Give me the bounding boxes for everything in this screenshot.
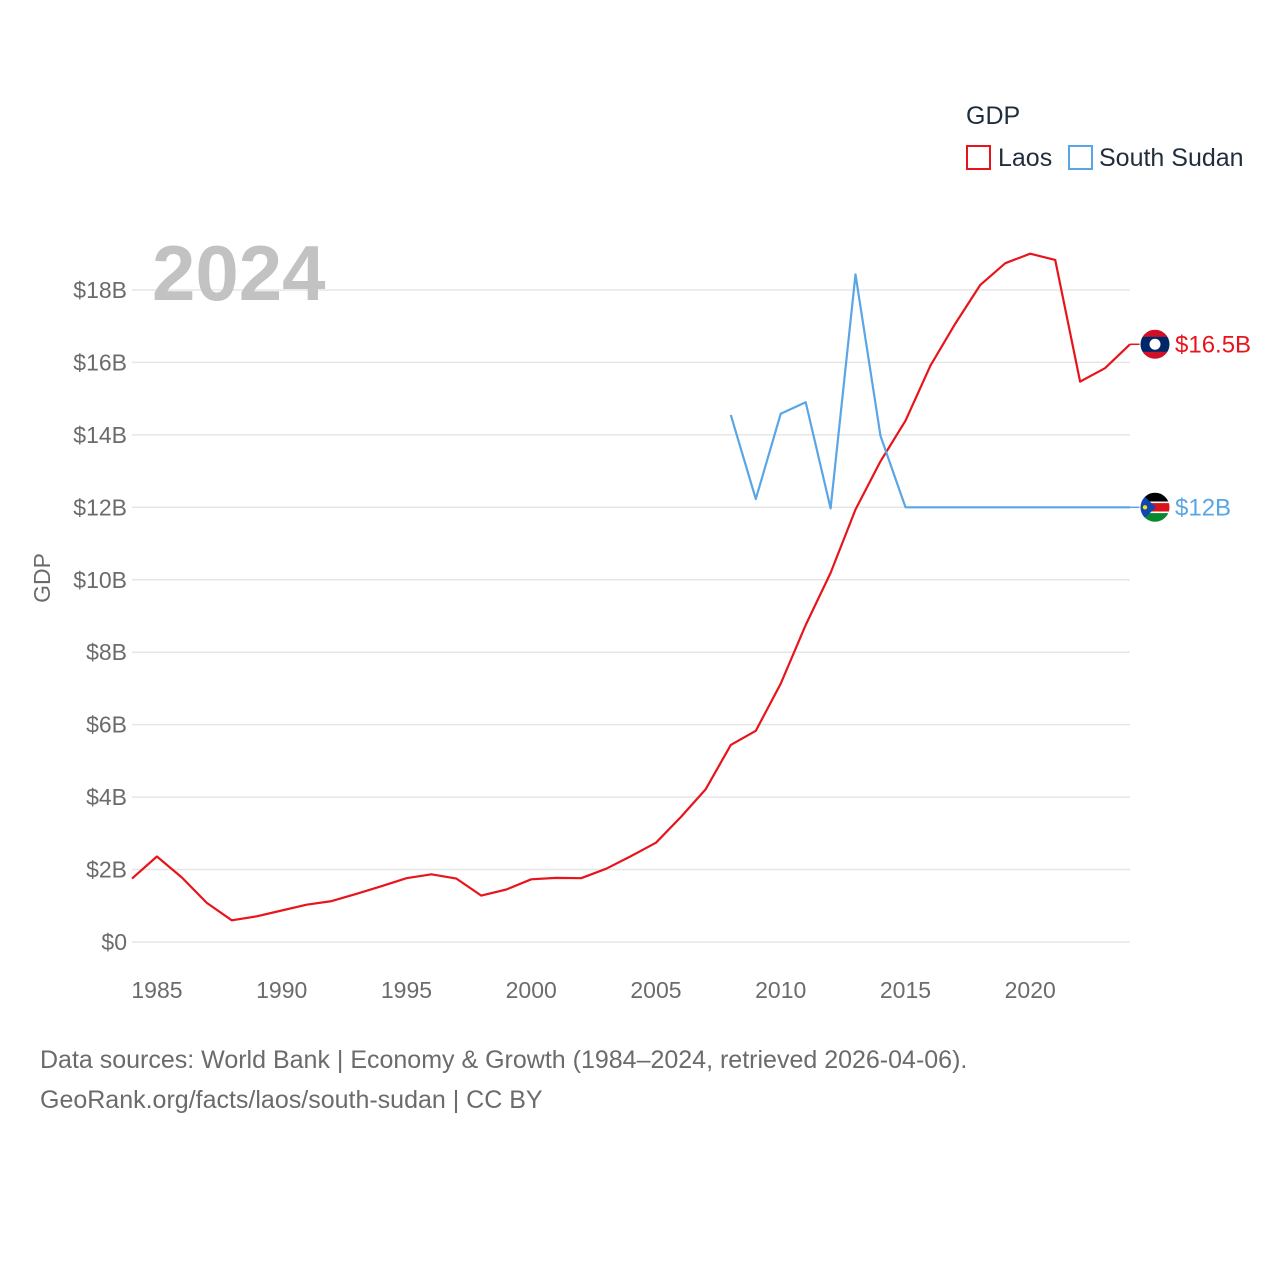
legend-swatch-south-sudan [1068,145,1093,170]
x-tick-label: 1990 [256,977,307,1003]
legend-label-laos: Laos [998,144,1052,172]
legend-swatch-laos [966,145,991,170]
legend-label-south-sudan: South Sudan [1099,144,1244,172]
x-tick-label: 2005 [630,977,681,1003]
end-value-label-laos: $16.5B [1175,331,1251,358]
footer-sources: Data sources: World Bank | Economy & Gro… [40,1046,968,1074]
y-tick-label: $6B [86,712,127,738]
legend: GDP Laos South Sudan [966,102,1244,172]
x-tick-label: 1985 [131,977,182,1003]
grid-lines [132,289,1130,943]
x-tick-label: 1995 [381,977,432,1003]
legend-title: GDP [966,102,1020,130]
gdp-line-chart: $0$2B$4B$6B$8B$10B$12B$14B$16B$18B 1985 1… [29,102,1251,1003]
y-tick-label: $8B [86,639,127,665]
x-tick-label: 2010 [755,977,806,1003]
y-tick-label: $0 [101,929,127,955]
y-tick-label: $16B [73,349,127,375]
legend-item-laos[interactable]: Laos [966,144,1052,172]
x-axis-ticks: 1985 1990 1995 2000 2005 2010 2015 2020 [131,977,1055,1003]
year-label: 2024 [152,229,326,317]
legend-item-south-sudan[interactable]: South Sudan [1068,144,1244,172]
y-tick-label: $10B [73,567,127,593]
y-tick-label: $18B [73,277,127,303]
series-line-laos[interactable] [131,252,1131,922]
series-line-south-sudan[interactable] [729,273,1130,510]
y-tick-label: $4B [86,784,127,810]
series-lines [131,252,1131,922]
end-markers: $16.5B $12B [1130,328,1251,523]
y-axis-ticks: $0 $2B $4B $6B $8B $10B $12B $14B $16B $18B [73,277,127,955]
footer-link[interactable]: GeoRank.org/facts/laos/south-sudan | CC … [40,1086,543,1114]
x-tick-label: 2015 [880,977,931,1003]
end-value-label-south-sudan: $12B [1175,494,1231,521]
footer: Data sources: World Bank | Economy & Gro… [40,1040,967,1120]
y-axis-label: GDP [29,553,55,603]
y-tick-label: $2B [86,857,127,883]
x-tick-label: 2000 [506,977,557,1003]
laos-flag-icon [1139,328,1171,360]
x-tick-label: 2020 [1005,977,1056,1003]
y-tick-label: $12B [73,494,127,520]
south-sudan-flag-icon [1139,491,1171,523]
y-tick-label: $14B [73,422,127,448]
